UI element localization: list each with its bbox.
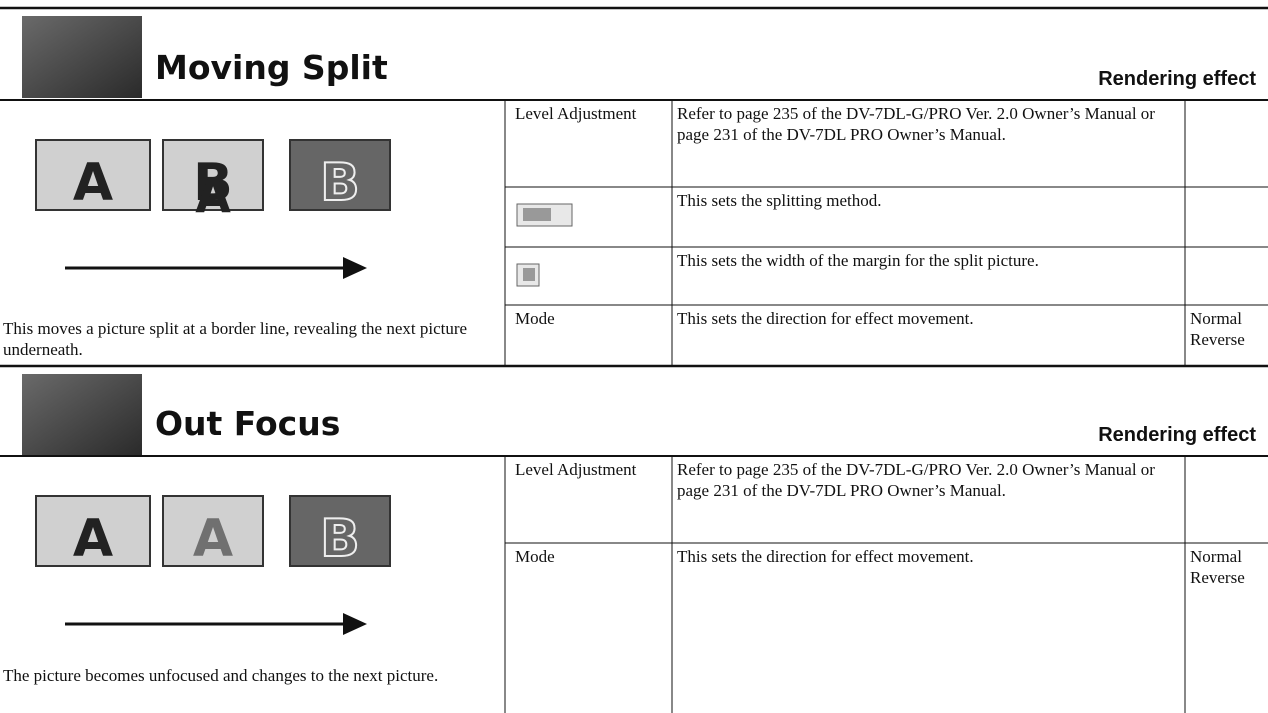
row-option: Reverse	[1190, 330, 1245, 349]
frame	[289, 495, 391, 567]
row-text: This sets the direction for effect movem…	[677, 309, 974, 328]
row-text: This sets the width of the margin for th…	[677, 251, 1039, 270]
row-name: Level Adjustment	[515, 460, 637, 479]
frame-letter: B	[320, 509, 360, 569]
section-title: Out Focus	[155, 404, 341, 443]
frame	[35, 495, 151, 567]
row-text: Refer to page 235 of the DV-7DL-G/PRO Ve…	[677, 104, 1155, 144]
arrow-head	[343, 613, 367, 635]
header-icon	[22, 374, 142, 456]
section-tag: Rendering effect	[1098, 424, 1256, 446]
row-name: Mode	[515, 309, 555, 328]
arrow-head	[343, 257, 367, 279]
row-name: Mode	[515, 547, 555, 566]
description: This moves a picture split at a border l…	[3, 319, 468, 359]
setting-button-glyph	[523, 268, 535, 281]
frame-letter: A	[73, 153, 113, 213]
row-name: Level Adjustment	[515, 104, 637, 123]
row-option: Normal	[1190, 547, 1242, 566]
frame-letter: B	[320, 153, 360, 213]
row-option: Reverse	[1190, 568, 1245, 587]
setting-button-glyph	[523, 208, 551, 221]
header-icon	[22, 16, 142, 98]
frame-letter: A	[73, 509, 113, 569]
row-text: Refer to page 235 of the DV-7DL-G/PRO Ve…	[677, 460, 1155, 500]
frame-letter: B	[193, 153, 233, 213]
frame	[162, 139, 264, 211]
section-title: Moving Split	[155, 48, 388, 87]
row-option: Normal	[1190, 309, 1242, 328]
row-text: This sets the direction for effect movem…	[677, 547, 974, 566]
frame	[289, 139, 391, 211]
frame-letter: A	[193, 509, 233, 569]
section-tag: Rendering effect	[1098, 68, 1256, 90]
frame	[35, 139, 151, 211]
row-text: This sets the splitting method.	[677, 191, 882, 210]
frame-letter: A	[195, 169, 231, 223]
description: The picture becomes unfocused and change…	[3, 666, 439, 685]
frame	[162, 495, 264, 567]
